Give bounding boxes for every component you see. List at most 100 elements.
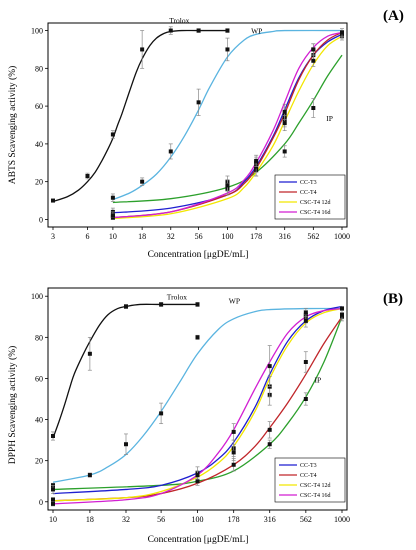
x-tick-label: 178 (250, 232, 262, 241)
series-line-trolox (52, 29, 228, 203)
series-line-trolox (52, 303, 198, 439)
data-point (231, 450, 236, 455)
x-tick-label: 18 (138, 232, 146, 241)
data-point (225, 183, 230, 188)
data-point (110, 132, 115, 137)
panel-b-label: (B) (383, 291, 403, 307)
x-tick-label: 1000 (334, 515, 350, 524)
series-annotation: Trolox (167, 292, 187, 301)
x-tick-label: 1000 (334, 232, 350, 241)
legend-entry: CSC-T4 16d (300, 210, 331, 216)
y-tick-label: 0 (39, 215, 43, 224)
x-tick-label: 316 (264, 515, 276, 524)
data-point (195, 479, 200, 484)
data-point (195, 302, 200, 307)
data-point (225, 47, 230, 52)
panel-a-points (51, 26, 344, 220)
x-tick-label: 32 (122, 515, 130, 524)
data-point (159, 411, 164, 416)
data-point (195, 473, 200, 478)
panel-a-abts-chart: 3 6 10 18 32 56 100 178 316 562 1000 0 20 40 60 80 100 T… (7, 8, 404, 260)
data-point (168, 28, 173, 33)
data-point (51, 501, 55, 506)
data-point (51, 487, 55, 492)
data-point (282, 149, 287, 154)
x-tick-label: 562 (300, 515, 312, 524)
series-line-csc-t4-12d (112, 35, 343, 220)
data-point (51, 434, 55, 438)
data-point (140, 47, 145, 52)
y-tick-label: 40 (35, 140, 43, 149)
panel-a-y-axis-label: ABTS Scavenging activity (%) (7, 66, 18, 184)
panel-a-legend: CC-T3 CC-T4 CSC-T4 12d CSC-T4 16d (274, 174, 346, 220)
panel-a-label: (A) (383, 8, 404, 24)
panel-b-dpph-chart: 10 18 32 56 100 178 316 562 1000 0 20 40 60 80 100 Tro… (7, 287, 403, 545)
panel-b-annotations: Trolox WP IP (167, 292, 321, 384)
panel-a-x-axis-label: Concentration [μgDE/mL] (148, 250, 249, 260)
data-point (85, 174, 90, 178)
panel-b-ticks: 10 18 32 56 100 178 316 562 1000 0 20 40 60 80 100 (31, 292, 350, 524)
legend-entry: CC-T3 (300, 463, 317, 469)
data-point (87, 351, 92, 356)
panel-b-points (51, 302, 344, 507)
x-tick-label: 10 (49, 515, 57, 524)
data-point (51, 497, 55, 502)
series-annotation: WP (229, 296, 240, 305)
data-point (140, 179, 145, 184)
panel-b-y-axis-label: DPPH Scavenging activity (%) (7, 346, 18, 464)
data-point (267, 364, 272, 369)
y-tick-label: 100 (31, 27, 43, 36)
data-point (196, 100, 201, 105)
legend-entry: CC-T3 (300, 180, 317, 186)
data-point (267, 427, 272, 432)
data-point (267, 442, 272, 447)
x-tick-label: 316 (279, 232, 291, 241)
series-line-ip (112, 54, 343, 204)
data-point (231, 462, 236, 467)
data-point (87, 473, 92, 478)
data-point (303, 360, 308, 364)
data-point (303, 310, 308, 315)
data-point (254, 158, 259, 163)
series-annotation: Trolox (169, 16, 189, 25)
data-point (123, 304, 128, 309)
data-point (282, 109, 287, 114)
series-line-cc-t4 (112, 31, 343, 219)
series-line-wp (52, 307, 343, 483)
legend-entry: CSC-T4 12d (300, 200, 331, 206)
series-annotation: IP (314, 376, 321, 385)
data-point (340, 312, 344, 317)
panel-b-x-axis-label: Concentration [μgDE/mL] (148, 535, 249, 545)
y-tick-label: 60 (35, 374, 43, 383)
data-point (51, 198, 55, 203)
data-point (303, 397, 308, 401)
data-point (311, 106, 316, 110)
data-point (311, 58, 316, 63)
x-tick-label: 10 (109, 232, 117, 241)
panel-a-annotations: Trolox WP IP (169, 16, 333, 123)
legend-entry: CSC-T4 12d (300, 483, 331, 489)
x-tick-label: 562 (307, 232, 319, 241)
data-point (225, 28, 230, 33)
series-line-wp (112, 29, 343, 201)
data-point (282, 121, 287, 126)
data-point (123, 442, 128, 447)
data-point (340, 306, 344, 311)
data-point (231, 429, 236, 434)
data-point (159, 302, 164, 307)
series-line-cc-t4 (52, 316, 343, 502)
y-tick-label: 80 (35, 333, 43, 342)
data-point (303, 318, 308, 323)
data-point (110, 195, 115, 200)
x-tick-label: 18 (86, 515, 94, 524)
data-point (195, 335, 200, 340)
panel-a-ticks: 3 6 10 18 32 56 100 178 316 562 1000 0 20 40 60 80 100 (31, 27, 350, 241)
series-annotation: WP (251, 26, 262, 35)
x-tick-label: 32 (167, 232, 175, 241)
y-tick-label: 20 (35, 178, 43, 187)
legend-entry: CC-T4 (300, 473, 317, 479)
y-tick-label: 80 (35, 64, 43, 73)
y-tick-label: 0 (39, 498, 43, 507)
legend-entry: CSC-T4 16d (300, 493, 331, 499)
